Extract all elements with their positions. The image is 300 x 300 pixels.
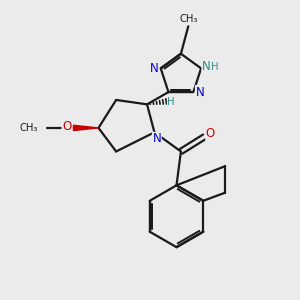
Text: CH₃: CH₃ (20, 123, 38, 133)
Text: N: N (196, 85, 204, 99)
Text: CH₃: CH₃ (179, 14, 197, 24)
Text: N: N (150, 62, 159, 75)
Polygon shape (74, 125, 98, 130)
Text: H: H (167, 97, 175, 107)
Text: N: N (152, 132, 161, 145)
Text: O: O (62, 120, 71, 133)
Text: O: O (206, 127, 215, 140)
Text: N: N (202, 60, 211, 74)
Text: H: H (211, 62, 219, 72)
